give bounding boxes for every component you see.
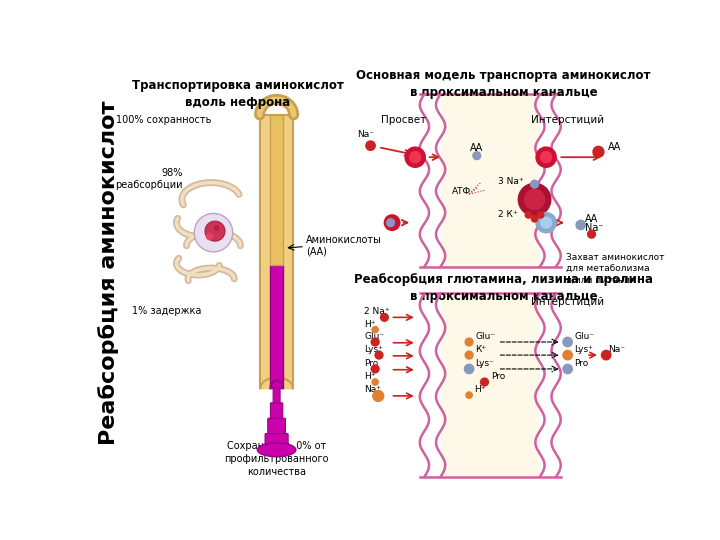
Circle shape [562, 350, 573, 361]
FancyBboxPatch shape [268, 418, 285, 435]
Circle shape [540, 217, 552, 229]
Text: Na⁻: Na⁻ [356, 130, 374, 139]
Circle shape [518, 183, 552, 217]
Circle shape [480, 377, 489, 387]
Text: H⁺: H⁺ [364, 320, 376, 329]
Circle shape [384, 214, 400, 231]
FancyBboxPatch shape [271, 265, 283, 388]
FancyBboxPatch shape [441, 94, 540, 267]
Text: Транспортировка аминокислот
вдоль нефрона: Транспортировка аминокислот вдоль нефрон… [132, 79, 344, 109]
Text: Na⁻: Na⁻ [585, 223, 603, 233]
Text: Pro: Pro [364, 359, 379, 368]
Circle shape [575, 220, 586, 231]
Text: 98%
реабсорбции: 98% реабсорбции [115, 167, 183, 190]
Text: Аминокислоты
(АА): Аминокислоты (АА) [306, 234, 382, 257]
Circle shape [371, 364, 379, 374]
Text: АА: АА [470, 143, 483, 153]
Text: АА: АА [608, 142, 621, 152]
Text: 2 Na⁺: 2 Na⁺ [364, 307, 390, 316]
FancyBboxPatch shape [265, 434, 288, 450]
Text: К⁺: К⁺ [475, 345, 487, 354]
Circle shape [208, 224, 215, 231]
Text: Na⁻: Na⁻ [608, 345, 625, 354]
Circle shape [464, 338, 474, 347]
Circle shape [386, 218, 395, 227]
Text: Основная модель транспорта аминокислот
в проксимальном канальце: Основная модель транспорта аминокислот в… [356, 69, 651, 99]
Circle shape [371, 338, 379, 347]
Circle shape [206, 233, 213, 240]
FancyBboxPatch shape [271, 403, 283, 420]
Circle shape [536, 146, 557, 168]
Circle shape [593, 146, 605, 158]
Text: Сохранность 0% от
профильтрованного
количества: Сохранность 0% от профильтрованного коли… [225, 441, 329, 477]
Text: H⁺: H⁺ [364, 372, 376, 381]
Text: Просвет: Просвет [381, 115, 426, 125]
Text: Интерстиций: Интерстиций [531, 297, 604, 307]
Circle shape [540, 151, 552, 164]
Text: Реабсорбция аминокислот: Реабсорбция аминокислот [98, 100, 120, 445]
Text: Pro: Pro [490, 372, 505, 381]
Circle shape [365, 140, 376, 151]
Circle shape [405, 146, 426, 168]
FancyBboxPatch shape [273, 387, 280, 404]
Circle shape [205, 221, 225, 241]
Circle shape [600, 350, 611, 361]
Circle shape [464, 363, 474, 374]
Text: 100% сохранность: 100% сохранность [116, 115, 211, 125]
Circle shape [464, 350, 474, 360]
Text: Lys⁺: Lys⁺ [575, 345, 593, 354]
Text: Реабсорбция глютамина, лизина и пролина
в проксимальном канальце: Реабсорбция глютамина, лизина и пролина … [354, 273, 653, 303]
Circle shape [531, 215, 539, 222]
FancyBboxPatch shape [271, 115, 283, 265]
Ellipse shape [257, 443, 296, 457]
Text: Lys⁺: Lys⁺ [364, 345, 383, 354]
Text: H⁺: H⁺ [474, 385, 486, 394]
Circle shape [536, 212, 557, 233]
Circle shape [537, 211, 544, 219]
Circle shape [213, 225, 220, 231]
Text: 1% задержка: 1% задержка [132, 306, 201, 316]
Circle shape [409, 151, 421, 164]
Circle shape [530, 179, 539, 189]
Text: Интерстиций: Интерстиций [531, 115, 604, 125]
Circle shape [587, 230, 596, 239]
Circle shape [472, 151, 482, 160]
Text: 3 Na⁺: 3 Na⁺ [498, 177, 524, 186]
Circle shape [562, 363, 573, 374]
Circle shape [194, 213, 233, 252]
Text: Pro: Pro [575, 359, 589, 368]
Circle shape [523, 189, 545, 211]
Circle shape [372, 378, 379, 386]
FancyBboxPatch shape [261, 115, 293, 388]
Text: Na⁺: Na⁺ [364, 385, 382, 394]
Text: Glu⁻: Glu⁻ [475, 332, 495, 341]
FancyBboxPatch shape [441, 294, 540, 477]
Circle shape [562, 336, 573, 347]
Text: Lys⁻: Lys⁻ [475, 359, 494, 368]
Text: АА: АА [585, 214, 598, 224]
Circle shape [372, 326, 379, 334]
Text: Захват аминокислот
для метаболизма
и/или питания: Захват аминокислот для метаболизма и/или… [566, 253, 665, 285]
Circle shape [379, 313, 389, 322]
Circle shape [465, 392, 473, 399]
Circle shape [372, 390, 384, 402]
Text: Glu⁻: Glu⁻ [364, 332, 384, 341]
Circle shape [374, 350, 384, 360]
Circle shape [525, 211, 532, 219]
Text: 2 К⁺: 2 К⁺ [498, 211, 518, 219]
Text: Glu⁻: Glu⁻ [575, 332, 595, 341]
Text: АТФ: АТФ [451, 187, 471, 197]
